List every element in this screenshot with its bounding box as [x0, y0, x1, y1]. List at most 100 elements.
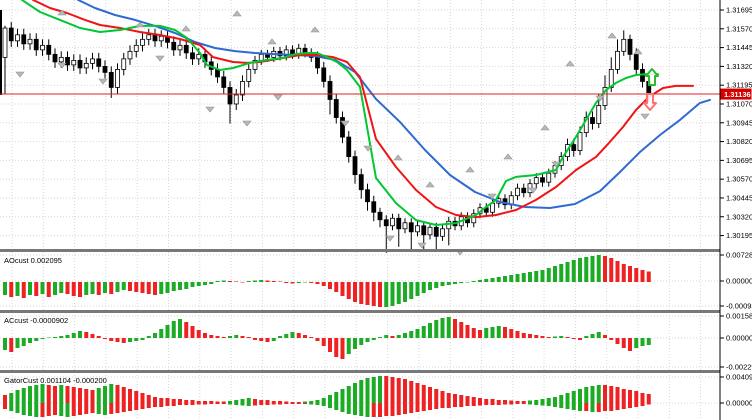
- histogram-bar: [178, 282, 182, 290]
- histogram-bar: [359, 380, 364, 403]
- histogram-bar: [584, 387, 589, 403]
- histogram-bar: [134, 403, 139, 410]
- histogram-bar: [53, 282, 57, 295]
- histogram-bar: [503, 327, 507, 338]
- separator-3[interactable]: [0, 370, 752, 373]
- histogram-bar: [209, 403, 214, 404]
- histogram-bar: [178, 399, 182, 403]
- histogram-bar: [378, 376, 382, 403]
- histogram-bar: [603, 385, 607, 403]
- histogram-bar: [428, 282, 432, 290]
- histogram-bar: [159, 282, 164, 294]
- histogram-bar: [628, 390, 632, 403]
- histogram-bar: [546, 268, 551, 282]
- histogram-bar: [40, 338, 45, 339]
- histogram-bar: [165, 325, 170, 338]
- histogram-bar: [496, 326, 501, 338]
- histogram-bar: [184, 400, 189, 403]
- histogram-bar: [328, 338, 332, 352]
- histogram-bar: [578, 338, 582, 340]
- histogram-bar: [265, 400, 270, 403]
- histogram-bar: [528, 403, 532, 405]
- histogram-bar: [103, 403, 107, 415]
- current-price-value: 1.31136: [724, 90, 751, 99]
- histogram-bar: [553, 266, 557, 282]
- fractal-down-icon: [242, 120, 252, 127]
- histogram-bar: [559, 395, 564, 403]
- histogram-bar: [415, 383, 420, 403]
- indicator-axis-label: 0.004092: [726, 373, 752, 382]
- histogram-bar: [315, 282, 320, 284]
- price-axis-label: 1.30195: [726, 231, 752, 240]
- separator-2[interactable]: [0, 310, 752, 313]
- histogram-bar: [628, 338, 632, 351]
- histogram-bar: [409, 331, 414, 338]
- histogram-bar: [578, 258, 582, 282]
- panel-header-ac: ACcust -0.0000902: [4, 316, 69, 325]
- histogram-bar: [334, 403, 339, 410]
- price-axis-label: 1.31570: [726, 24, 752, 33]
- histogram-bar: [446, 317, 451, 338]
- histogram-bar: [59, 385, 64, 403]
- histogram-bar: [496, 277, 501, 282]
- histogram-bar: [115, 282, 120, 292]
- histogram-bar: [234, 281, 239, 282]
- histogram-bar: [159, 403, 164, 407]
- histogram-bar: [553, 397, 557, 403]
- histogram-bar: [259, 338, 264, 341]
- histogram-bar: [490, 327, 495, 338]
- histogram-bar: [590, 403, 595, 412]
- histogram-bar: [284, 282, 289, 283]
- histogram-bar: [153, 403, 157, 407]
- histogram-bar: [365, 282, 370, 305]
- histogram-bar: [203, 403, 207, 405]
- indicator-axis-label: 0.000000: [726, 399, 752, 408]
- histogram-bar: [434, 403, 439, 409]
- histogram-bar: [446, 282, 451, 285]
- histogram-bar: [471, 403, 476, 406]
- histogram-bar: [565, 393, 570, 403]
- histogram-bar: [3, 282, 7, 295]
- histogram-bar: [465, 403, 470, 406]
- histogram-bar: [78, 403, 82, 415]
- histogram-bar: [28, 282, 32, 295]
- histogram-bar: [571, 338, 576, 339]
- histogram-bar: [290, 282, 295, 284]
- histogram-bar: [365, 403, 370, 417]
- clipped-first-candle: [0, 10, 2, 95]
- fractal-down-icon: [417, 242, 427, 249]
- indicator-axis-label: -0.000930: [726, 302, 752, 311]
- histogram-bar: [378, 403, 382, 417]
- histogram-bar: [59, 403, 64, 416]
- histogram-bar: [528, 400, 532, 403]
- histogram-bar: [459, 322, 464, 338]
- price-axis-label: 1.31445: [726, 43, 752, 52]
- histogram-bar: [128, 403, 132, 411]
- histogram-bar: [278, 401, 282, 403]
- histogram-bar: [171, 399, 176, 403]
- histogram-bar: [528, 334, 532, 338]
- histogram-bar: [171, 403, 176, 406]
- histogram-bar: [315, 403, 320, 405]
- histogram-bar: [546, 337, 551, 338]
- histogram-bar: [259, 400, 264, 403]
- histogram-bar: [221, 337, 226, 338]
- histogram-bar: [553, 403, 557, 407]
- histogram-bar: [284, 334, 289, 338]
- histogram-bar: [459, 403, 464, 407]
- fractal-down-icon: [98, 78, 108, 85]
- separator-1[interactable]: [0, 249, 752, 252]
- histogram-bar: [109, 403, 114, 414]
- histogram-bar: [603, 403, 607, 411]
- histogram-bar: [534, 335, 539, 338]
- histogram-bar: [21, 403, 26, 415]
- histogram-bar: [128, 389, 132, 403]
- histogram-bar: [171, 321, 176, 338]
- histogram-bar: [3, 338, 7, 350]
- histogram-bar: [53, 337, 57, 338]
- signal-up-arrow-icon: [645, 68, 659, 86]
- histogram-bar: [584, 257, 589, 282]
